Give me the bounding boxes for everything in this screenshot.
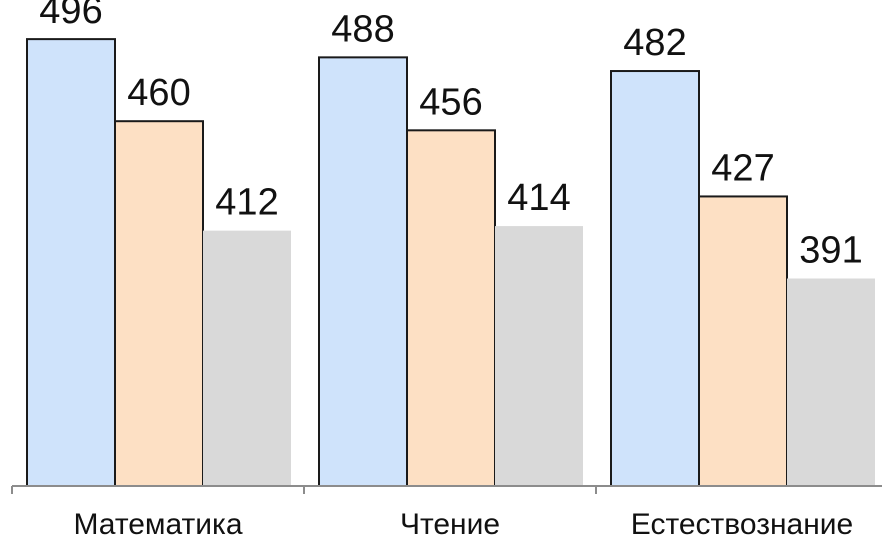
value-label-1-3: 412: [215, 182, 278, 224]
bar-3-2: [698, 195, 788, 487]
value-labels-layer: 496 460 412 488 456 414 482 427 391: [39, 0, 862, 272]
category-label-3: Естествознание: [631, 508, 853, 541]
bars-layer: [26, 38, 875, 488]
bar-3-3: [787, 278, 875, 486]
value-label-3-3: 391: [799, 230, 862, 272]
bar-2-2: [406, 129, 496, 487]
value-label-3-1: 482: [623, 22, 686, 64]
bar-1-1: [26, 38, 116, 488]
bar-1-3: [203, 230, 291, 486]
category-label-2: Чтение: [400, 508, 500, 541]
bar-3-1: [610, 70, 700, 487]
bar-2-3: [495, 226, 583, 486]
bar-2-1: [318, 56, 408, 488]
category-labels-layer: Математика Чтение Естествознание: [73, 508, 853, 541]
value-label-1-1: 496: [39, 0, 102, 32]
category-label-1: Математика: [73, 508, 242, 541]
value-label-3-2: 427: [711, 147, 774, 189]
value-label-1-2: 460: [127, 72, 190, 114]
value-label-2-2: 456: [419, 81, 482, 123]
bar-1-2: [114, 120, 204, 487]
value-label-2-1: 488: [331, 8, 394, 50]
x-axis: [11, 485, 882, 494]
value-label-2-3: 414: [507, 177, 570, 219]
